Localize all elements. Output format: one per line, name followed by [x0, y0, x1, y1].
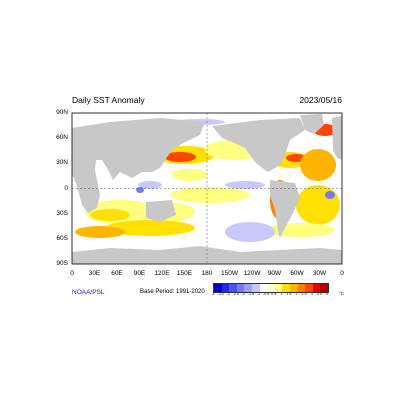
- anomaly-patch: [164, 152, 196, 162]
- anomaly-patch: [138, 181, 162, 189]
- land-eurasia-africa: [72, 118, 205, 213]
- lat-label: 90N: [56, 109, 68, 116]
- colorbar-swatch: [297, 284, 306, 292]
- anomaly-patch: [75, 226, 125, 238]
- colorbar-tick-label: -1.5: [247, 292, 255, 296]
- colorbar-swatch: [229, 284, 237, 292]
- colorbar-swatch: [214, 284, 222, 292]
- colorbar-swatch: [289, 284, 298, 292]
- lat-label: 90S: [56, 260, 68, 267]
- lon-label: 150W: [221, 270, 238, 277]
- colorbar-swatch: [251, 284, 260, 292]
- colorbar-tick-label: 4: [325, 292, 328, 296]
- anomaly-patch: [225, 222, 275, 242]
- lon-label: 150E: [176, 270, 193, 277]
- lon-label: 90W: [267, 270, 282, 277]
- credit-label: NOAA/PSL: [72, 289, 105, 296]
- lat-label: 30N: [56, 159, 68, 167]
- land-south-america: [270, 180, 300, 238]
- colorbar-swatch: [259, 284, 268, 292]
- colorbar-swatch: [236, 284, 245, 292]
- colorbar-tick-label: -3: [226, 292, 230, 296]
- colorbar-tick-label: -0.5: [263, 292, 270, 296]
- colorbar-tick-label: 3: [310, 292, 313, 296]
- anomaly-patch: [105, 220, 195, 236]
- colorbar-swatch: [221, 284, 230, 292]
- colorbar-unit: °C: [339, 291, 345, 296]
- land-greenland: [300, 114, 324, 134]
- lon-label: 0: [70, 270, 74, 277]
- colorbar-swatch: [305, 284, 313, 292]
- lon-label: 120E: [154, 270, 170, 277]
- lon-label: 0: [340, 270, 344, 277]
- lon-label: 120W: [243, 270, 261, 277]
- anomaly-patch: [265, 223, 335, 237]
- colorbar-swatch: [320, 284, 328, 292]
- colorbar-tick-label: -3.5: [217, 292, 224, 296]
- colorbar-swatch: [312, 284, 321, 292]
- colorbar-tick-label: 2.5: [301, 292, 307, 296]
- lon-label: 60E: [111, 270, 123, 277]
- anomaly-field: [72, 114, 342, 264]
- anomaly-patch: [300, 149, 336, 181]
- lat-label: 0: [64, 184, 68, 192]
- colorbar-tick-label: -2: [241, 292, 245, 296]
- map-date: 2023/05/16: [299, 95, 342, 105]
- land-australia: [146, 200, 176, 222]
- base-period-label: Base Period: 1991-2020: [140, 289, 205, 295]
- lon-label: 30W: [312, 270, 327, 277]
- colorbar-tick-label: 2: [295, 292, 298, 296]
- anomaly-patch: [136, 187, 144, 193]
- colorbar: [213, 283, 329, 293]
- land-europe-west: [332, 116, 342, 160]
- colorbar-tick-label: 3.5: [316, 292, 322, 296]
- colorbar-swatch: [244, 284, 252, 292]
- anomaly-patch: [225, 181, 265, 189]
- colorbar-tick-label: -4: [211, 292, 215, 296]
- lat-label: 60N: [56, 134, 68, 142]
- anomaly-patch: [90, 209, 130, 221]
- colorbar-labels: -4 -3.5 -3 -2.5 -2 -1.5 -1 -0.5 0.5 1 1.5 2 2.5 3 3.5 4: [209, 292, 331, 296]
- colorbar-tick-label: -1: [256, 292, 261, 296]
- map-title: Daily SST Anomaly: [72, 95, 145, 105]
- lat-label: 30S: [56, 209, 68, 217]
- anomaly-patch: [172, 169, 208, 181]
- lon-label: 90E: [133, 270, 146, 277]
- anomaly-patch: [296, 185, 340, 225]
- anomaly-patch: [170, 187, 250, 203]
- colorbar-swatch: [267, 284, 275, 292]
- colorbar-tick-label: -2.5: [232, 292, 239, 296]
- colorbar-swatch: [274, 284, 283, 292]
- colorbar-tick-label: 1: [280, 292, 283, 296]
- lon-label: 30E: [88, 270, 101, 277]
- colorbar-swatch: [282, 284, 290, 292]
- land-north-america: [212, 118, 305, 172]
- colorbar-tick-label: 1.5: [286, 292, 292, 296]
- lon-label: 60W: [290, 270, 304, 277]
- lat-label: 60S: [56, 234, 68, 242]
- lon-label: 180: [201, 270, 213, 277]
- anomaly-patch: [325, 191, 335, 199]
- colorbar-tick-label: 0.5: [271, 292, 277, 296]
